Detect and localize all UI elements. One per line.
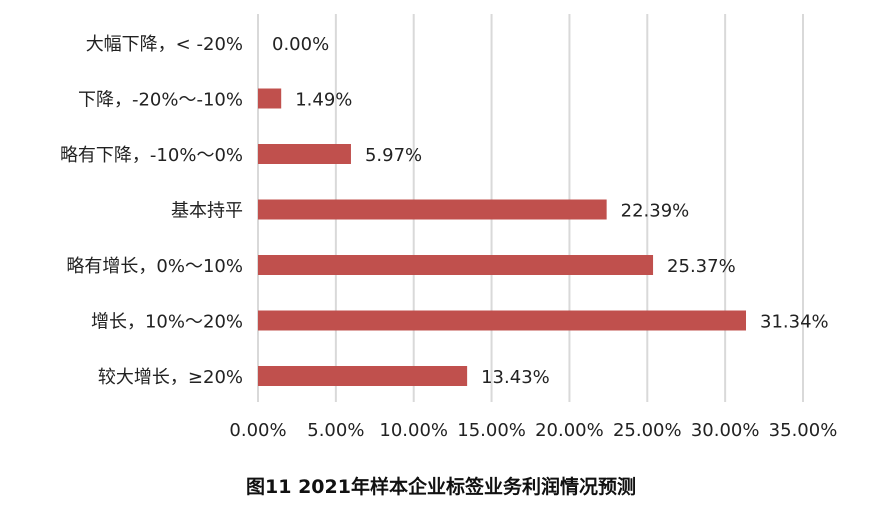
- value-label: 22.39%: [621, 201, 690, 222]
- bars: [258, 88, 747, 386]
- category-label: 较大增长，≥20%: [98, 367, 243, 388]
- value-label: 31.34%: [760, 312, 829, 333]
- category-labels: 大幅下降，< -20% 下降，-20%～-10% 略有下降，-10%～0% 基本持平略…: [60, 34, 243, 388]
- value-labels: 0.00% 1.49% 5.97% 22.39% 25.37% 31.34% 13.43%: [272, 34, 829, 388]
- figure-caption: 图11 2021年样本企业标签业务利润情况预测: [246, 476, 636, 498]
- x-tick-label: 30.00%: [691, 420, 760, 441]
- x-tick-label: 25.00%: [613, 420, 682, 441]
- bar: [258, 366, 468, 386]
- category-label: 略有增长，0%～10%: [66, 256, 243, 277]
- category-label: 基本持平: [171, 201, 243, 222]
- bar: [258, 199, 607, 220]
- profit-forecast-bar-chart: 大幅下降，< -20% 下降，-20%～-10% 略有下降，-10%～0% 基本持平略…: [60, 14, 837, 441]
- value-label: 1.49%: [295, 90, 352, 111]
- x-tick-labels: 0.00% 5.00% 10.00% 15.00% 20.00% 25.00% 30.00%…: [229, 420, 837, 441]
- value-label: 13.43%: [481, 367, 550, 388]
- category-label: 大幅下降，< -20%: [86, 34, 243, 55]
- value-label: 0.00%: [272, 34, 329, 55]
- x-tick-label: 10.00%: [379, 420, 448, 441]
- category-label: 增长，10%～20%: [91, 312, 243, 333]
- x-tick-label: 15.00%: [457, 420, 526, 441]
- x-tick-label: 0.00%: [229, 420, 286, 441]
- bar: [258, 255, 654, 275]
- value-label: 25.37%: [667, 256, 736, 277]
- category-label: 略有下降，-10%～0%: [60, 145, 243, 166]
- x-tick-label: 5.00%: [307, 420, 364, 441]
- x-tick-label: 35.00%: [769, 420, 838, 441]
- category-label: 下降，-20%～-10%: [78, 90, 243, 111]
- value-label: 5.97%: [365, 145, 422, 166]
- bar: [258, 88, 282, 109]
- bar: [258, 144, 351, 164]
- bar: [258, 310, 747, 331]
- x-tick-label: 20.00%: [535, 420, 604, 441]
